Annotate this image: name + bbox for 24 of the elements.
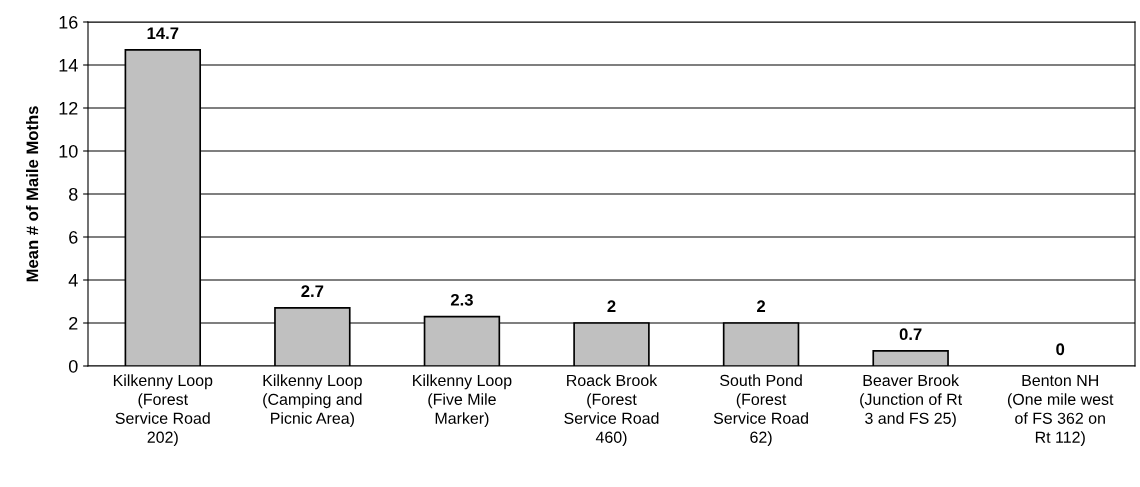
y-tick-label: 8 — [69, 187, 78, 201]
data-label: 2.7 — [301, 285, 324, 297]
data-label: 14.7 — [147, 27, 179, 39]
y-tick-label: 14 — [59, 59, 78, 72]
x-tick-label: Kilkenny Loop (Five Mile Marker) — [413, 374, 512, 428]
data-label: 2 — [757, 300, 766, 312]
x-tick-label: Kilkenny Loop (Forest Service Road 202) — [113, 374, 213, 447]
data-label: 0 — [1056, 343, 1065, 356]
data-label: 0.7 — [899, 328, 922, 341]
x-tick-label: Beaver Brook (Junction of Rt 3 and FS 25) — [860, 374, 963, 428]
y-tick-label: 12 — [59, 101, 78, 115]
data-label: 2 — [607, 300, 616, 312]
y-tick-label: 4 — [68, 274, 78, 287]
y-tick-label: 2 — [69, 316, 78, 330]
y-tick-label: 10 — [59, 144, 78, 158]
y-tick-label: 0 — [68, 359, 78, 373]
y-tick-label: 6 — [69, 230, 78, 244]
y-axis-title: Mean # of Maile Moths — [25, 106, 39, 282]
y-tick-label: 16 — [59, 15, 78, 29]
x-tick-label: South Pond (Forest Service Road 62) — [713, 374, 808, 447]
data-label: 2.3 — [450, 293, 473, 306]
x-tick-label: Roack Brook (Forest Service Road 460) — [564, 374, 659, 447]
x-tick-label: Kilkenny Loop (Camping and Picnic Area) — [263, 374, 362, 428]
x-tick-label: Benton NH (One mile west of FS 362 on Rt 112) — [1007, 374, 1114, 447]
